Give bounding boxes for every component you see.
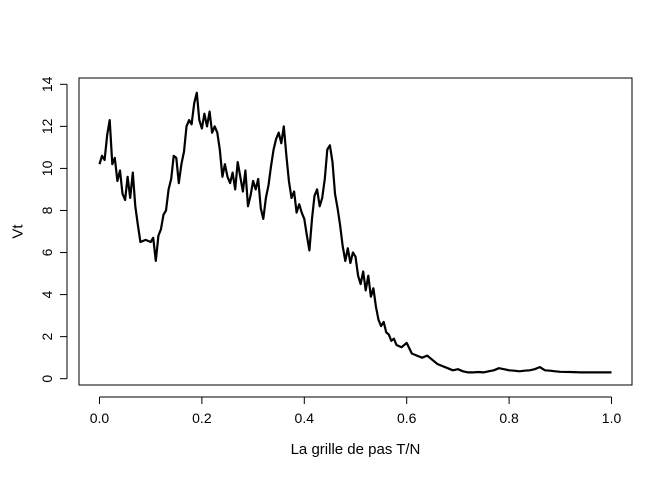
plot-frame <box>78 77 633 386</box>
y-tick-label: 4 <box>39 290 55 298</box>
x-axis: 0.0 0.2 0.4 0.6 0.8 1.0 <box>90 396 622 426</box>
y-tick-label: 2 <box>39 333 55 341</box>
x-axis-title: La grille de pas T/N <box>291 441 421 458</box>
y-axis: 0 2 4 6 8 10 12 14 <box>39 76 68 383</box>
x-tick-label: 0.4 <box>295 410 315 426</box>
y-tick-label: 6 <box>39 248 55 256</box>
x-tick-label: 0.0 <box>90 410 110 426</box>
y-tick-label: 0 <box>39 375 55 383</box>
y-tick-label: 8 <box>39 206 55 214</box>
y-tick-label: 12 <box>39 118 55 134</box>
y-tick-label: 14 <box>39 76 55 92</box>
x-tick-label: 0.6 <box>397 410 417 426</box>
x-tick-label: 0.8 <box>499 410 519 426</box>
y-tick-label: 10 <box>39 160 55 176</box>
series-line <box>98 91 612 374</box>
x-tick-label: 1.0 <box>602 410 622 426</box>
y-axis-title: Vt <box>10 224 27 239</box>
x-tick-label: 0.2 <box>192 410 212 426</box>
